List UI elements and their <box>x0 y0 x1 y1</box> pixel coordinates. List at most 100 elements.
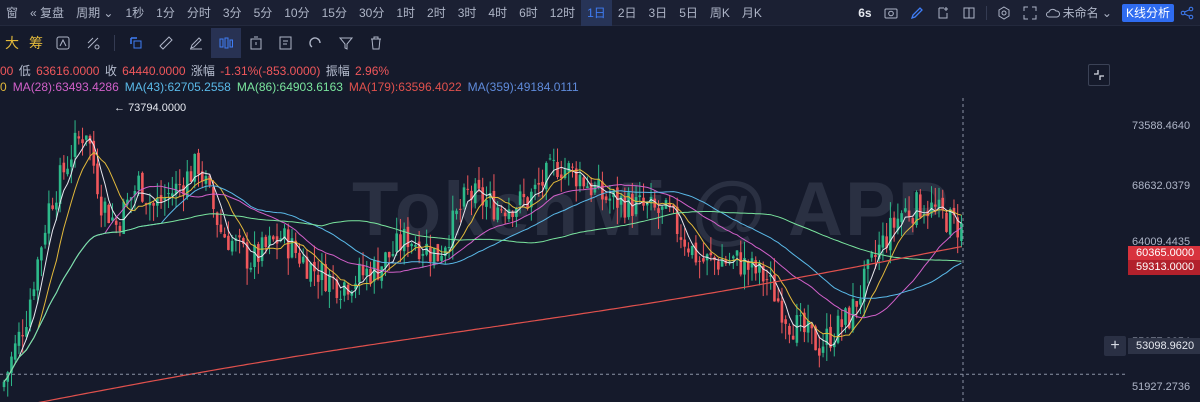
auto-draw-icon[interactable] <box>48 28 78 58</box>
select-icon[interactable] <box>121 28 151 58</box>
candle <box>915 190 918 228</box>
share-icon[interactable] <box>1174 0 1200 26</box>
candle <box>874 240 877 270</box>
candle <box>616 176 619 225</box>
replay-button[interactable]: « 复盘 <box>24 0 70 26</box>
candle <box>847 305 851 330</box>
candle-icon[interactable] <box>211 28 241 58</box>
candle <box>227 221 230 251</box>
period-1[interactable]: 1分 <box>156 5 175 20</box>
candle <box>339 290 342 309</box>
period-13[interactable]: 12时 <box>549 5 576 20</box>
candle <box>163 184 167 216</box>
candlestick-chart[interactable] <box>0 98 1128 402</box>
fullscreen-icon[interactable] <box>1017 0 1043 26</box>
period-17[interactable]: 5日 <box>679 5 698 20</box>
candle <box>503 207 507 225</box>
ma-line <box>3 185 962 383</box>
timer-icon[interactable] <box>241 28 271 58</box>
moving-average-legend: 0 MA(28):63493.4286 MA(43):62705.2558 MA(86… <box>0 80 585 98</box>
candle <box>77 130 81 145</box>
candle <box>507 197 511 222</box>
refresh-interval[interactable]: 6s <box>858 5 872 20</box>
candle <box>133 185 137 212</box>
prev-price-tag: 59313.0000 <box>1128 260 1200 275</box>
ma-legend-2: MA(43):62705.2558 <box>124 80 231 94</box>
chip-toggle[interactable]: 筹 <box>29 35 43 51</box>
period-3[interactable]: 3分 <box>222 5 242 20</box>
candle <box>803 308 806 343</box>
collapse-icon[interactable] <box>1088 64 1110 86</box>
layout-icon[interactable] <box>956 0 982 26</box>
window-button[interactable]: 窗 <box>6 5 19 20</box>
period-14[interactable]: 1日 <box>581 0 612 26</box>
candle <box>328 269 331 308</box>
clear-draw-icon[interactable] <box>78 28 108 58</box>
candle <box>855 300 859 319</box>
period-5[interactable]: 10分 <box>284 5 310 20</box>
amplitude-label: 振幅 <box>325 64 350 78</box>
period-15[interactable]: 2日 <box>617 5 637 20</box>
settings-icon[interactable] <box>991 0 1017 26</box>
period-18[interactable]: 周K <box>709 5 730 20</box>
camera-icon[interactable] <box>878 0 904 26</box>
layout-name-dropdown[interactable]: 未命名 ⌄ <box>1063 0 1118 26</box>
candle <box>522 178 526 207</box>
note-icon[interactable] <box>271 28 301 58</box>
candle <box>511 210 514 227</box>
candle <box>51 197 54 211</box>
candle <box>316 260 320 299</box>
period-16[interactable]: 3日 <box>648 5 668 20</box>
candle <box>578 161 582 193</box>
add-window-icon[interactable] <box>930 0 956 26</box>
period-10[interactable]: 3时 <box>457 5 477 20</box>
delete-icon[interactable] <box>361 28 391 58</box>
period-19[interactable]: 月K <box>741 5 762 20</box>
period-12[interactable]: 6时 <box>519 5 538 20</box>
candle <box>612 188 615 210</box>
filter-icon[interactable] <box>331 28 361 58</box>
period-2[interactable]: 分时 <box>186 5 211 20</box>
low-label: 低 <box>18 64 31 78</box>
period-8[interactable]: 1时 <box>396 5 416 20</box>
add-alert-icon[interactable]: + <box>1104 336 1126 356</box>
candle <box>421 249 425 269</box>
close-label: 收 <box>104 64 117 78</box>
candle <box>948 207 952 239</box>
low-value: 63616.0000 <box>36 64 100 78</box>
candle <box>234 234 238 252</box>
magnet-icon[interactable] <box>301 28 331 58</box>
ohlc-info-row: 00 低 63616.0000 收 64440.0000 涨幅 -1.31%(-… <box>0 62 391 80</box>
candle <box>380 266 384 289</box>
candle <box>436 243 440 262</box>
change-value: -1.31%(-853.0000) <box>220 64 321 78</box>
candle <box>649 182 653 211</box>
candle <box>81 127 84 156</box>
candle <box>264 234 268 254</box>
candle <box>862 260 866 317</box>
draw-pen-icon[interactable] <box>904 0 930 26</box>
top-toolbar: 窗 « 复盘 周期 ⌄ 1秒 1分 分时 3分 5分 10分 15分 30分 1时 2时 3时 4时 6… <box>0 0 1200 26</box>
candle <box>889 202 892 264</box>
period-11[interactable]: 4时 <box>488 5 508 20</box>
ma-legend-5: MA(359):49184.0111 <box>467 80 579 94</box>
candle <box>608 185 612 214</box>
candle <box>900 210 903 237</box>
candle <box>111 203 114 224</box>
period-dropdown[interactable]: 周期 ⌄ <box>70 0 119 26</box>
period-7[interactable]: 30分 <box>358 5 385 20</box>
last-price-tag: 60365.0000 <box>1128 246 1200 261</box>
big-order-toggle[interactable]: 大 <box>5 35 19 51</box>
candle <box>660 205 664 224</box>
period-0[interactable]: 1秒 <box>125 5 145 20</box>
candle <box>765 269 769 296</box>
period-4[interactable]: 5分 <box>253 5 273 20</box>
crosshair-price-tag: 53098.9620 <box>1128 338 1200 354</box>
period-6[interactable]: 15分 <box>321 5 347 20</box>
high-price-value: 73794.0000 <box>128 102 187 114</box>
period-9[interactable]: 2时 <box>427 5 446 20</box>
pen-icon[interactable] <box>181 28 211 58</box>
kline-analysis-button[interactable]: K线分析 <box>1121 3 1174 22</box>
candle <box>62 155 66 180</box>
ruler-icon[interactable] <box>151 28 181 58</box>
